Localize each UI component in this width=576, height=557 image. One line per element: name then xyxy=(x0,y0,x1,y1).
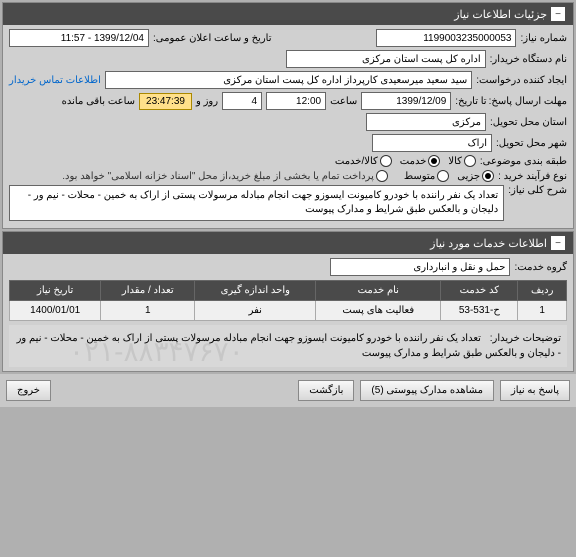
category-radio-group: کالا خدمت کالا/خدمت xyxy=(335,155,476,167)
request-no-field: 1199003235000053 xyxy=(376,29,516,47)
panel-title-services: اطلاعات خدمات مورد نیاز xyxy=(430,237,547,250)
panel-title: جزئیات اطلاعات نیاز xyxy=(454,8,547,21)
collapse-icon[interactable]: − xyxy=(551,7,565,21)
radio-both[interactable]: کالا/خدمت xyxy=(335,155,392,167)
remaining-label: ساعت باقی مانده xyxy=(62,96,135,107)
collapse-icon[interactable]: − xyxy=(551,236,565,250)
province-label: استان محل تحویل: xyxy=(490,117,567,128)
contact-link[interactable]: اطلاعات تماس خریدار xyxy=(9,75,101,86)
back-button[interactable]: بازگشت xyxy=(298,380,354,401)
col-row: ردیف xyxy=(518,281,567,301)
buyer-label: نام دستگاه خریدار: xyxy=(490,54,567,65)
time-label: ساعت xyxy=(330,96,357,107)
radio-circle-icon xyxy=(437,170,449,182)
exit-button[interactable]: خروج xyxy=(6,380,51,401)
radio-partial[interactable]: جزیی xyxy=(457,170,494,182)
days-label: روز و xyxy=(196,96,218,107)
summary-label: شرح کلی نیاز: xyxy=(508,185,567,196)
services-panel: − اطلاعات خدمات مورد نیاز گروه خدمت: حمل… xyxy=(2,231,574,372)
announce-field: 1399/12/04 - 11:57 xyxy=(9,29,149,47)
group-field: حمل و نقل و انبارداری xyxy=(330,258,510,276)
cell-name: فعالیت های پست xyxy=(316,301,441,321)
days-count-field: 4 xyxy=(222,92,262,110)
radio-circle-icon xyxy=(380,155,392,167)
radio-goods[interactable]: کالا xyxy=(448,155,476,167)
radio-service-label: خدمت xyxy=(400,156,427,167)
reply-button[interactable]: پاسخ به نیاز xyxy=(500,380,570,401)
cell-date: 1400/01/01 xyxy=(10,301,101,321)
table-header-row: ردیف کد خدمت نام خدمت واحد اندازه گیری ت… xyxy=(10,281,567,301)
radio-both-label: کالا/خدمت xyxy=(335,156,378,167)
buyer-field: اداره کل پست استان مرکزی xyxy=(286,50,486,68)
summary-text: تعداد یک نفر راننده با خودرو کامیونت ایس… xyxy=(9,185,504,221)
creator-field: سید سعید میرسعیدی کارپرداز اداره کل پست … xyxy=(105,71,472,89)
city-field: اراک xyxy=(372,134,492,152)
deadline-until-label: تا تاریخ: xyxy=(455,96,486,107)
buyer-desc-text: تعداد یک نفر راننده با خودرو کامیونت ایس… xyxy=(17,333,561,359)
col-qty: تعداد / مقدار xyxy=(101,281,195,301)
radio-service[interactable]: خدمت xyxy=(400,155,441,167)
col-name: نام خدمت xyxy=(316,281,441,301)
group-label: گروه خدمت: xyxy=(514,262,567,273)
treasury-note: پرداخت تمام یا بخشی از مبلغ خرید،از محل … xyxy=(62,171,374,182)
deadline-label: مهلت ارسال پاسخ: xyxy=(489,96,567,107)
deadline-time-field: 12:00 xyxy=(266,92,326,110)
radio-circle-icon xyxy=(464,155,476,167)
buyer-description-row: ۰۲۱-۸۸۳۴۷۶۷۰ توضیحات خریدار: تعداد یک نف… xyxy=(9,325,567,367)
radio-medium[interactable]: متوسط xyxy=(404,170,449,182)
deadline-date-field: 1399/12/09 xyxy=(361,92,451,110)
countdown-timer: 23:47:39 xyxy=(139,93,192,110)
col-date: تاریخ نیاز xyxy=(10,281,101,301)
radio-partial-label: جزیی xyxy=(457,171,480,182)
col-code: کد خدمت xyxy=(441,281,518,301)
radio-circle-checked-icon xyxy=(428,155,440,167)
cell-code: ح-531-53 xyxy=(441,301,518,321)
city-label: شهر محل تحویل: xyxy=(496,138,567,149)
purchase-type-label: نوع فرآیند خرید : xyxy=(498,171,567,182)
table-row[interactable]: 1 ح-531-53 فعالیت های پست نفر 1 1400/01/… xyxy=(10,301,567,321)
panel-header-details: − جزئیات اطلاعات نیاز xyxy=(3,3,573,25)
radio-goods-label: کالا xyxy=(448,156,462,167)
province-field: مرکزی xyxy=(366,113,486,131)
action-button-bar: پاسخ به نیاز مشاهده مدارک پیوستی (5) باز… xyxy=(0,374,576,407)
attachments-button[interactable]: مشاهده مدارک پیوستی (5) xyxy=(360,380,494,401)
treasury-checkbox[interactable]: پرداخت تمام یا بخشی از مبلغ خرید،از محل … xyxy=(62,170,388,182)
col-unit: واحد اندازه گیری xyxy=(195,281,316,301)
cell-unit: نفر xyxy=(195,301,316,321)
cell-qty: 1 xyxy=(101,301,195,321)
radio-circle-icon xyxy=(376,170,388,182)
radio-medium-label: متوسط xyxy=(404,171,435,182)
request-details-panel: − جزئیات اطلاعات نیاز شماره نیاز: 119900… xyxy=(2,2,574,229)
creator-label: ایجاد کننده درخواست: xyxy=(476,75,567,86)
category-label: طبقه بندی موضوعی: xyxy=(480,156,567,167)
request-no-label: شماره نیاز: xyxy=(520,33,567,44)
cell-idx: 1 xyxy=(518,301,567,321)
panel-header-services: − اطلاعات خدمات مورد نیاز xyxy=(3,232,573,254)
announce-label: تاریخ و ساعت اعلان عمومی: xyxy=(153,33,272,44)
buyer-desc-label: توضیحات خریدار: xyxy=(490,331,561,346)
purchase-type-radio-group: جزیی متوسط xyxy=(404,170,494,182)
radio-circle-checked-icon xyxy=(482,170,494,182)
services-table: ردیف کد خدمت نام خدمت واحد اندازه گیری ت… xyxy=(9,280,567,321)
